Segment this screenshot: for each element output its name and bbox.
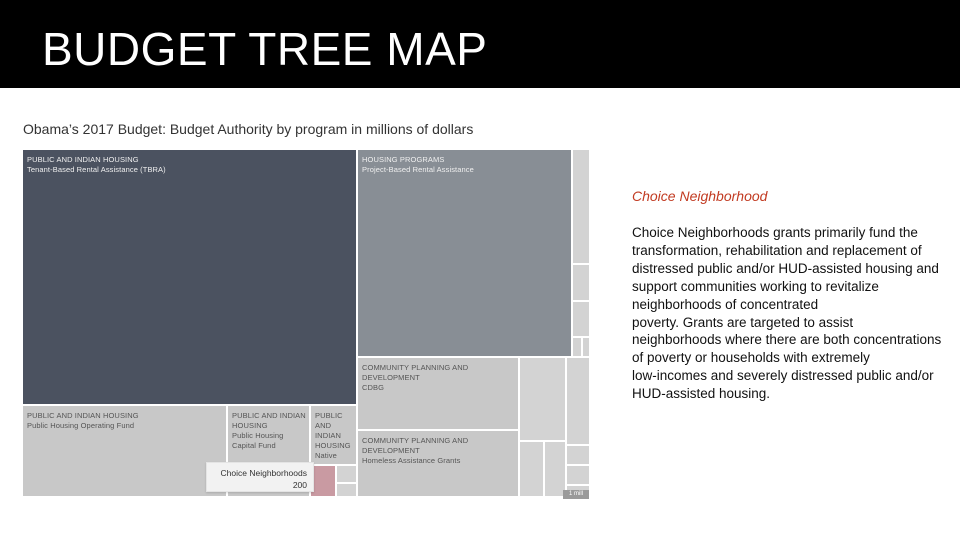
tile-small[interactable] [573,302,591,338]
tile-small[interactable] [573,338,583,358]
tile-tbra-label: PUBLIC AND INDIAN HOUSING Tenant-Based R… [27,155,353,175]
tile-pbra-category: HOUSING PROGRAMS [362,155,445,164]
tooltip: Choice Neighborhoods 200 [206,462,314,492]
tile-tbra-program: Tenant-Based Rental Assistance (TBRA) [27,165,166,174]
tile-operating-fund-category: PUBLIC AND INDIAN HOUSING [27,411,139,420]
tile-tbra-category: PUBLIC AND INDIAN HOUSING [27,155,139,164]
tile-small[interactable] [520,358,567,442]
tooltip-label: Choice Neighborhoods [220,468,307,478]
tile-homeless-grants[interactable]: COMMUNITY PLANNING AND DEVELOPMENT Homel… [358,431,520,498]
tile-homeless-grants-label: COMMUNITY PLANNING AND DEVELOPMENT Homel… [362,436,515,466]
tile-operating-fund-label: PUBLIC AND INDIAN HOUSING Public Housing… [27,411,223,431]
budget-treemap: PUBLIC AND INDIAN HOUSING Tenant-Based R… [23,150,591,498]
tile-capital-fund-label: PUBLIC AND INDIAN HOUSING Public Housing… [232,411,306,451]
chart-subtitle: Obama’s 2017 Budget: Budget Authority by… [23,121,474,137]
tile-native-category: PUBLIC AND INDIAN HOUSING [315,411,351,450]
tile-homeless-grants-category: COMMUNITY PLANNING AND DEVELOPMENT [362,436,469,455]
slide-title: BUDGET TREE MAP [42,23,488,75]
tile-homeless-grants-program: Homeless Assistance Grants [362,456,461,465]
tile-small[interactable] [337,484,358,498]
tile-small[interactable] [545,442,567,498]
tile-capital-fund-category: PUBLIC AND INDIAN HOUSING [232,411,306,430]
tile-operating-fund[interactable]: PUBLIC AND INDIAN HOUSING Public Housing… [23,406,228,498]
title-bar: BUDGET TREE MAP [0,0,960,88]
side-panel-body: Choice Neighborhoods grants primarily fu… [632,225,942,402]
tile-capital-fund-program: Public Housing Capital Fund [232,431,284,450]
side-panel-title: Choice Neighborhood [632,188,768,204]
tile-pbra-label: HOUSING PROGRAMS Project-Based Rental As… [362,155,568,175]
tile-small[interactable] [573,150,591,265]
tile-native-program: Native [315,451,337,460]
size-legend-tag: 1 mill [563,490,589,499]
tile-cdbg-label: COMMUNITY PLANNING AND DEVELOPMENT CDBG [362,363,515,393]
tile-cdbg[interactable]: COMMUNITY PLANNING AND DEVELOPMENT CDBG [358,358,520,431]
tile-small[interactable] [567,466,591,486]
tile-small[interactable] [567,446,591,466]
tile-choice-neighborhoods[interactable] [311,466,337,498]
tile-small[interactable] [567,358,591,446]
tile-operating-fund-program: Public Housing Operating Fund [27,421,135,430]
tile-native[interactable]: PUBLIC AND INDIAN HOUSING Native [311,406,358,466]
tile-cdbg-category: COMMUNITY PLANNING AND DEVELOPMENT [362,363,469,382]
tile-small[interactable] [583,338,591,358]
tile-small[interactable] [520,442,545,498]
tile-pbra-program: Project-Based Rental Assistance [362,165,474,174]
tile-small[interactable] [337,466,358,484]
tile-small[interactable] [573,265,591,302]
tile-cdbg-program: CDBG [362,383,385,392]
tile-native-label: PUBLIC AND INDIAN HOUSING Native [315,411,353,461]
tooltip-value: 200 [292,480,307,490]
tile-pbra[interactable]: HOUSING PROGRAMS Project-Based Rental As… [358,150,573,358]
tile-tbra[interactable]: PUBLIC AND INDIAN HOUSING Tenant-Based R… [23,150,358,406]
